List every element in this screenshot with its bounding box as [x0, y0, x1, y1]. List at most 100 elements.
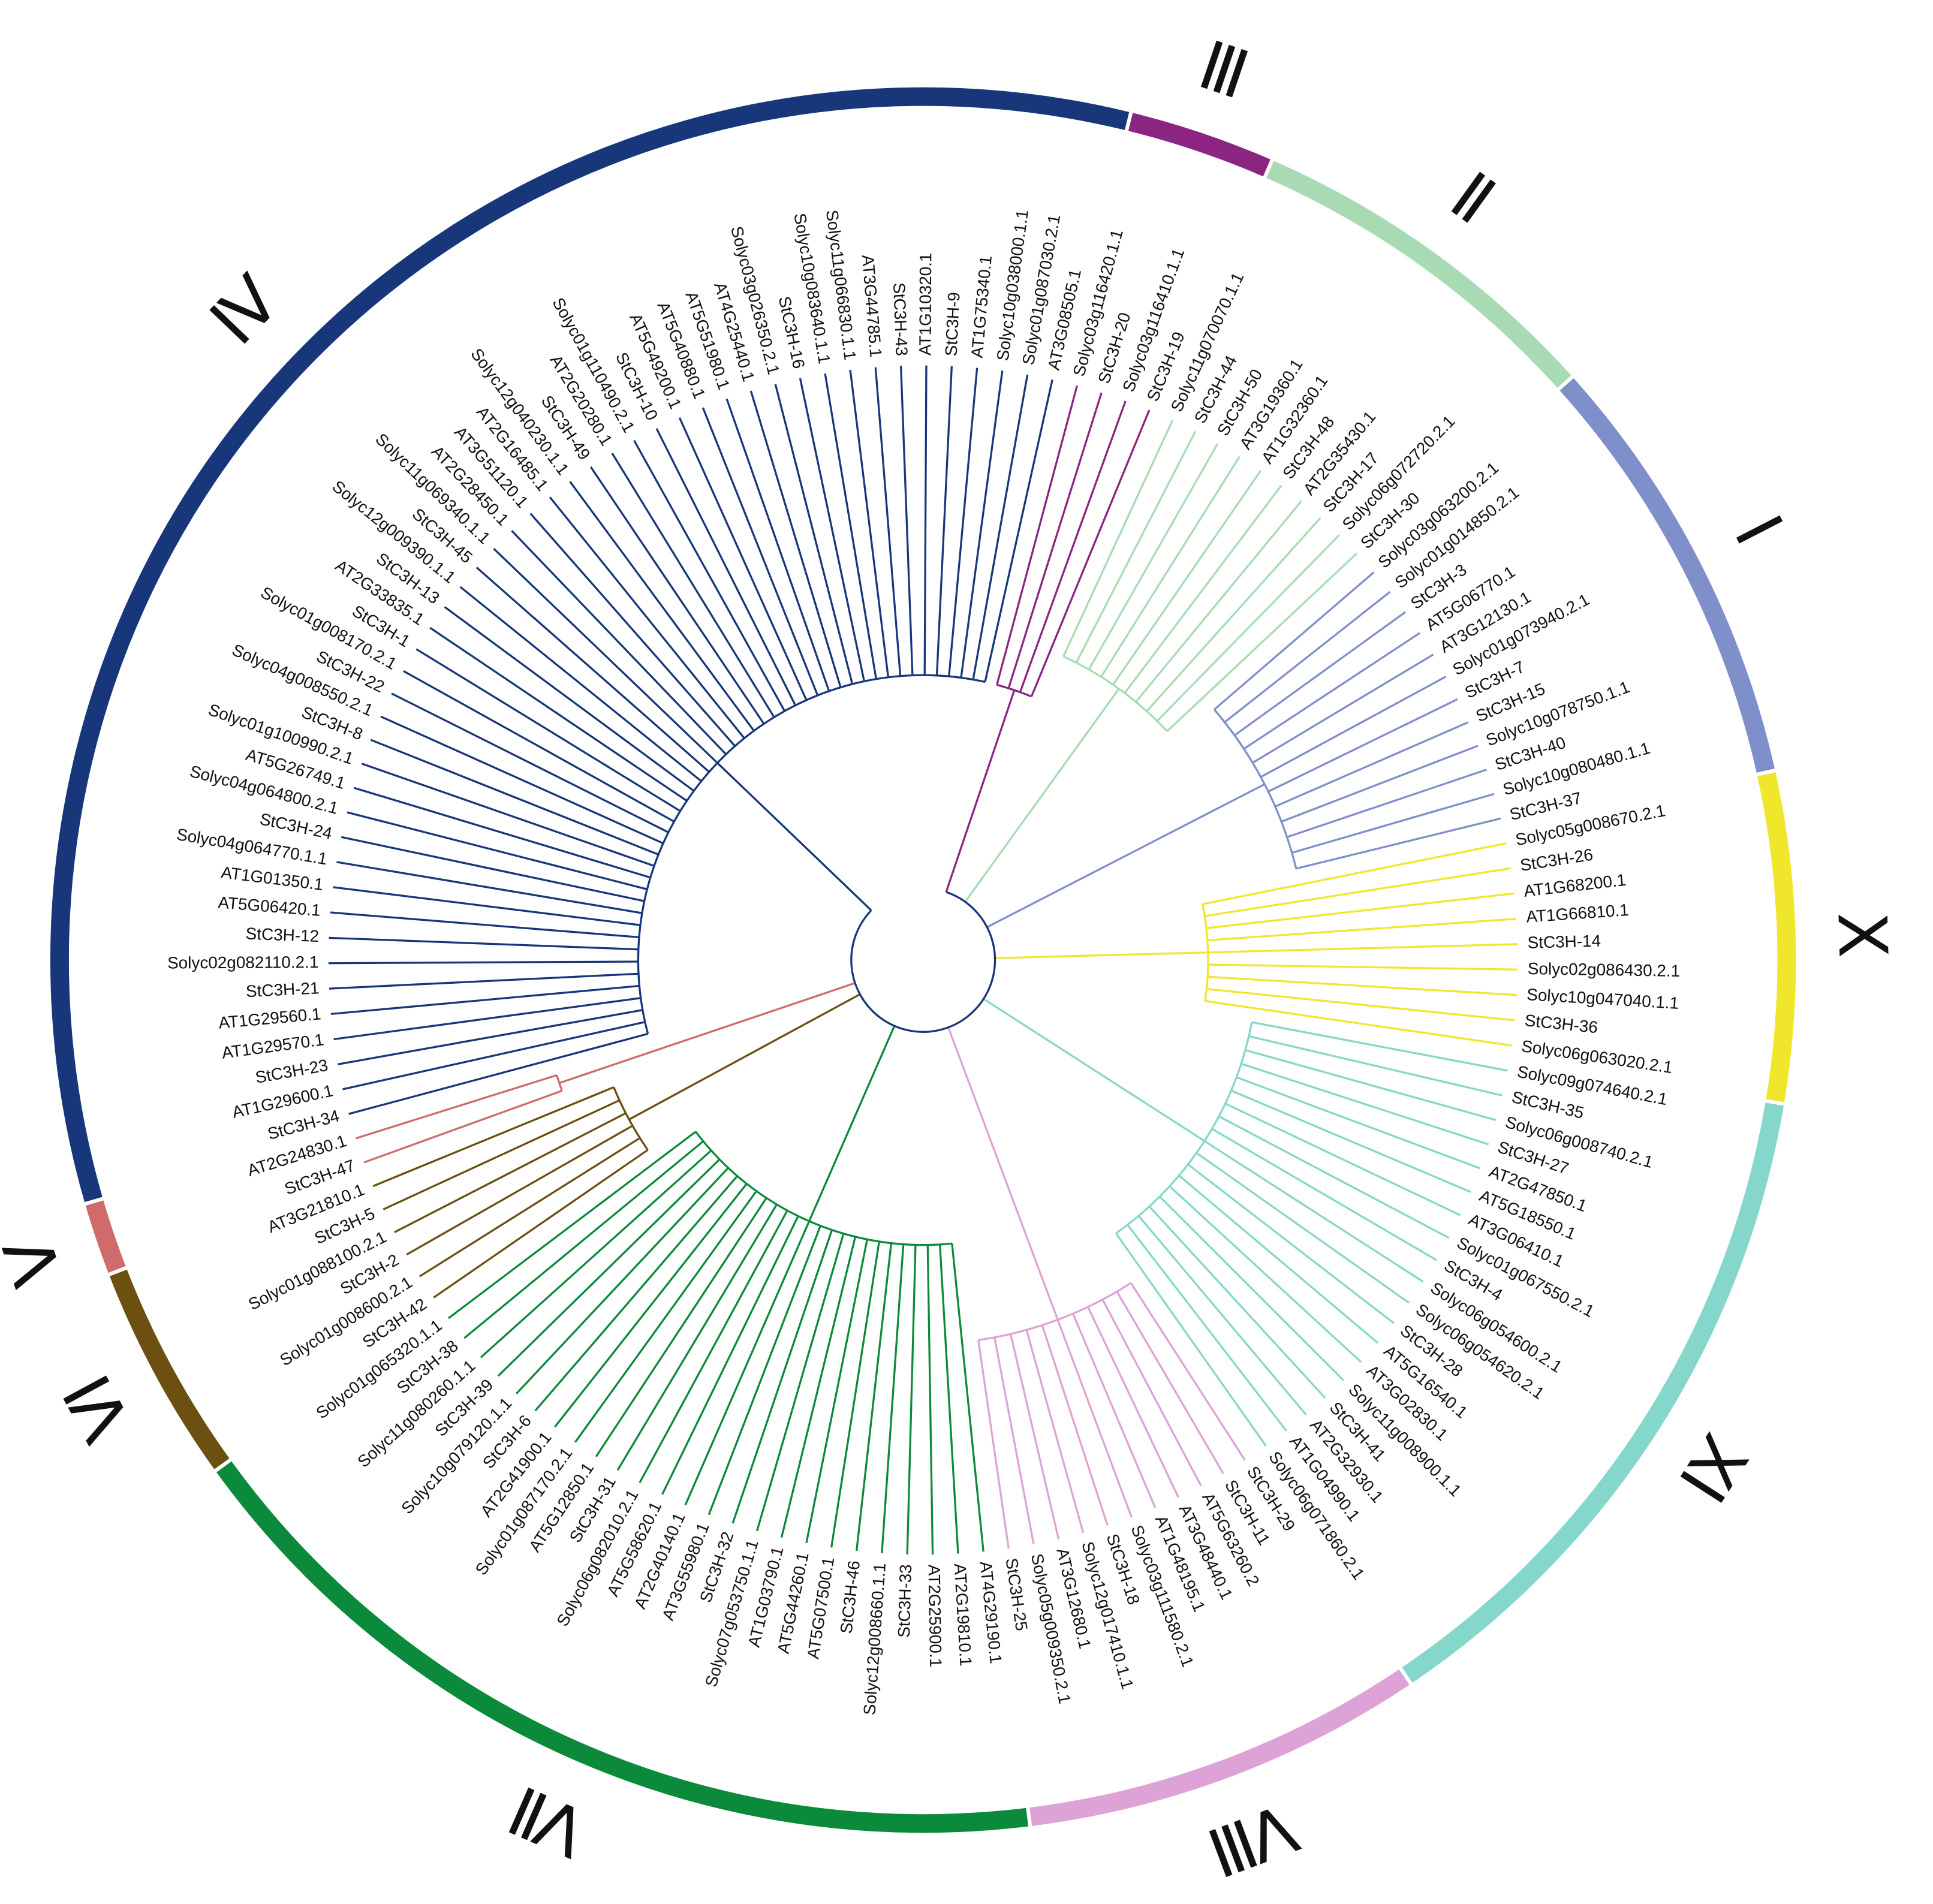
group-numeral: Ⅷ [1198, 1789, 1306, 1889]
stem [559, 982, 856, 1084]
branch [678, 417, 808, 701]
leaf-label: AT5G06420.1 [218, 893, 321, 920]
branch [459, 586, 702, 782]
branch [336, 861, 643, 914]
branch [1112, 469, 1262, 686]
branch [935, 366, 953, 676]
group-numeral: Ⅰ [1720, 505, 1795, 556]
branch [403, 670, 675, 823]
leaf-label: Solyc02g082110.2.1 [167, 953, 318, 972]
branch [330, 984, 640, 1016]
stem [983, 998, 1205, 1142]
branch [337, 1009, 643, 1066]
group-bar [1029, 1669, 1410, 1826]
branch [830, 1241, 880, 1548]
group-bar [50, 87, 1130, 1203]
leaf-label: AT1G66810.1 [1525, 900, 1629, 926]
group-numeral: Ⅵ [52, 1363, 146, 1452]
branch [1208, 975, 1517, 996]
branch [1206, 892, 1515, 929]
branch [595, 1197, 767, 1457]
branch [1218, 1115, 1450, 1239]
branch [977, 1340, 1010, 1549]
branch [960, 370, 1004, 678]
branch [1009, 1333, 1060, 1540]
branch [824, 373, 877, 679]
branch [361, 763, 655, 867]
branch [447, 1131, 697, 1319]
branch [1245, 1049, 1497, 1121]
branch [333, 997, 641, 1041]
leaf-label: StC3H-25 [1002, 1557, 1031, 1632]
stem [716, 762, 872, 911]
leaf-label: AT1G75340.1 [968, 255, 995, 359]
branch [329, 936, 639, 951]
branch [1062, 420, 1174, 657]
branch [363, 1089, 562, 1164]
branch [418, 1137, 641, 1278]
branch [1248, 1035, 1503, 1096]
stem [995, 951, 1208, 959]
leaf-label: Solyc12g008660.1.1 [860, 1562, 889, 1716]
root-arc [850, 891, 996, 1033]
branch [370, 739, 659, 855]
branch [1101, 1299, 1202, 1487]
branch [1196, 1152, 1410, 1304]
branch [1137, 1215, 1307, 1416]
branch [1087, 1306, 1179, 1498]
branch [1007, 392, 1103, 689]
group-numeral: Ⅹ [1823, 911, 1898, 959]
leaf-label: AT2G25900.1 [925, 1564, 945, 1667]
branch [341, 836, 645, 902]
leaf-label: StC3H-33 [895, 1564, 915, 1638]
leaf-label: StC3H-14 [1527, 932, 1601, 952]
branch [569, 481, 755, 732]
leaf-label: StC3H-23 [254, 1056, 329, 1087]
branch [394, 1112, 627, 1233]
branch [1211, 1128, 1437, 1261]
branch [984, 379, 1053, 682]
branch [347, 811, 648, 890]
stem [808, 1025, 896, 1222]
branch [899, 366, 914, 676]
branch [1019, 400, 1127, 693]
branch [372, 1086, 615, 1188]
branch [433, 1149, 649, 1299]
branch [475, 567, 710, 773]
group-bar [1266, 161, 1571, 388]
branch [972, 374, 1029, 680]
leaf-label: AT1G10320.1 [916, 252, 935, 356]
leaf-label: Solyc10g047040.1.1 [1526, 985, 1680, 1013]
leaf-label: StC3H-24 [258, 809, 334, 843]
branch [1115, 1233, 1267, 1447]
branch [1075, 430, 1197, 664]
branch [755, 1233, 845, 1532]
leaf-label: AT4G29190.1 [977, 1560, 1005, 1665]
branch [353, 787, 651, 879]
branch [1243, 632, 1420, 750]
branch [996, 385, 1078, 685]
branch [355, 1074, 558, 1140]
clade-arc [637, 674, 986, 1034]
branch [348, 1032, 649, 1115]
branch [1130, 1282, 1246, 1461]
branch [329, 972, 639, 990]
branch [1159, 1195, 1345, 1381]
branch [1041, 1324, 1109, 1526]
stem [628, 993, 861, 1120]
branch [534, 1175, 738, 1412]
branch [406, 1125, 633, 1256]
leaf-label: StC3H-36 [1524, 1011, 1599, 1037]
branch [805, 1239, 868, 1544]
leaf-label: Solyc02g086430.2.1 [1528, 959, 1681, 980]
branch [1281, 745, 1479, 823]
leaf-label: AT1G29560.1 [218, 1004, 322, 1032]
branch [948, 367, 978, 677]
leaf-label: AT1G01350.1 [220, 863, 324, 894]
branch [480, 1149, 712, 1358]
branch [549, 496, 745, 739]
branch [1030, 409, 1151, 697]
branch [707, 1225, 821, 1516]
